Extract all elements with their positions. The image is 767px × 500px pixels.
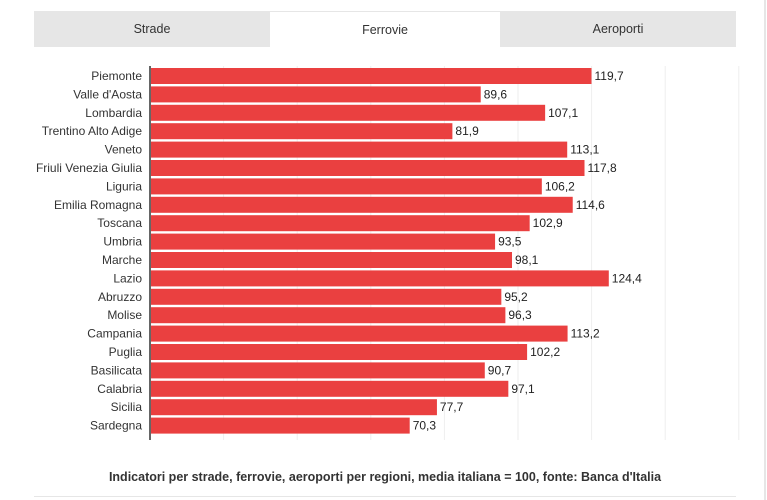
bottom-divider: [34, 496, 736, 497]
category-label: Piemonte: [91, 69, 142, 83]
category-label: Campania: [87, 327, 142, 341]
tab-aeroporti-label: Aeroporti: [592, 22, 644, 36]
bar: [151, 288, 502, 305]
value-label: 95,2: [504, 290, 528, 304]
category-label: Calabria: [97, 382, 142, 396]
bar: [151, 178, 542, 195]
bar: [151, 160, 585, 176]
page-edge: [764, 0, 766, 500]
category-label: Sardegna: [90, 419, 142, 433]
bar: [151, 104, 546, 121]
bar: [151, 196, 573, 213]
bar: [151, 215, 530, 232]
value-label: 77,7: [440, 400, 464, 414]
category-label: Friuli Venezia Giulia: [36, 161, 142, 175]
bar: [151, 141, 568, 158]
value-label: 102,2: [530, 345, 560, 359]
value-label: 106,2: [545, 179, 575, 193]
bar: [151, 417, 410, 434]
value-label: 93,5: [498, 235, 522, 249]
bar: [151, 344, 528, 360]
value-label: 97,1: [511, 382, 535, 396]
bar: [151, 380, 509, 397]
category-label: Marche: [102, 253, 142, 267]
bar: [151, 68, 592, 84]
category-label: Lazio: [113, 271, 142, 285]
category-label: Emilia Romagna: [54, 198, 142, 212]
value-label: 113,2: [571, 327, 600, 341]
bar: [151, 325, 568, 342]
tab-bar: Strade Ferrovie Aeroporti: [34, 11, 736, 47]
chart-caption: Indicatori per strade, ferrovie, aeropor…: [108, 470, 662, 484]
tab-ferrovie-label: Ferrovie: [362, 22, 408, 37]
category-label: Abruzzo: [98, 290, 142, 304]
category-label: Trentino Alto Adige: [42, 124, 143, 138]
category-label: Umbria: [103, 235, 142, 249]
value-label: 70,3: [413, 419, 437, 433]
bar-chart: Piemonte 119,7 Valle d'Aosta 89,6 Lombardia 1…: [36, 66, 740, 440]
value-label: 89,6: [484, 87, 508, 101]
value-label: 124,4: [612, 271, 642, 285]
bar: [151, 252, 513, 268]
value-label: 81,9: [455, 124, 479, 138]
bar: [151, 86, 481, 103]
bar: [151, 362, 485, 379]
value-label: 102,9: [533, 216, 563, 230]
tab-aeroporti[interactable]: Aeroporti: [500, 11, 736, 47]
category-label: Liguria: [106, 179, 142, 193]
category-label: Basilicata: [91, 363, 143, 377]
bar: [151, 270, 609, 287]
tab-strade[interactable]: Strade: [34, 11, 270, 47]
value-label: 107,1: [548, 106, 578, 120]
category-label: Valle d'Aosta: [73, 87, 142, 101]
value-label: 119,7: [594, 69, 623, 83]
value-label: 113,1: [570, 143, 599, 157]
bar: [151, 123, 453, 140]
bar: [151, 399, 437, 416]
category-label: Toscana: [97, 216, 142, 230]
bar: [151, 307, 506, 324]
value-label: 117,8: [588, 161, 617, 175]
value-label: 114,6: [576, 198, 605, 212]
tab-strade-label: Strade: [133, 22, 171, 36]
value-label: 98,1: [515, 253, 539, 267]
category-label: Veneto: [105, 143, 143, 157]
category-label: Sicilia: [111, 400, 143, 414]
category-label: Lombardia: [85, 106, 142, 120]
value-label: 96,3: [508, 308, 532, 322]
tab-ferrovie[interactable]: Ferrovie: [270, 11, 500, 47]
category-label: Puglia: [109, 345, 143, 359]
category-label: Molise: [107, 308, 142, 322]
value-label: 90,7: [488, 363, 512, 377]
bar: [151, 233, 496, 250]
